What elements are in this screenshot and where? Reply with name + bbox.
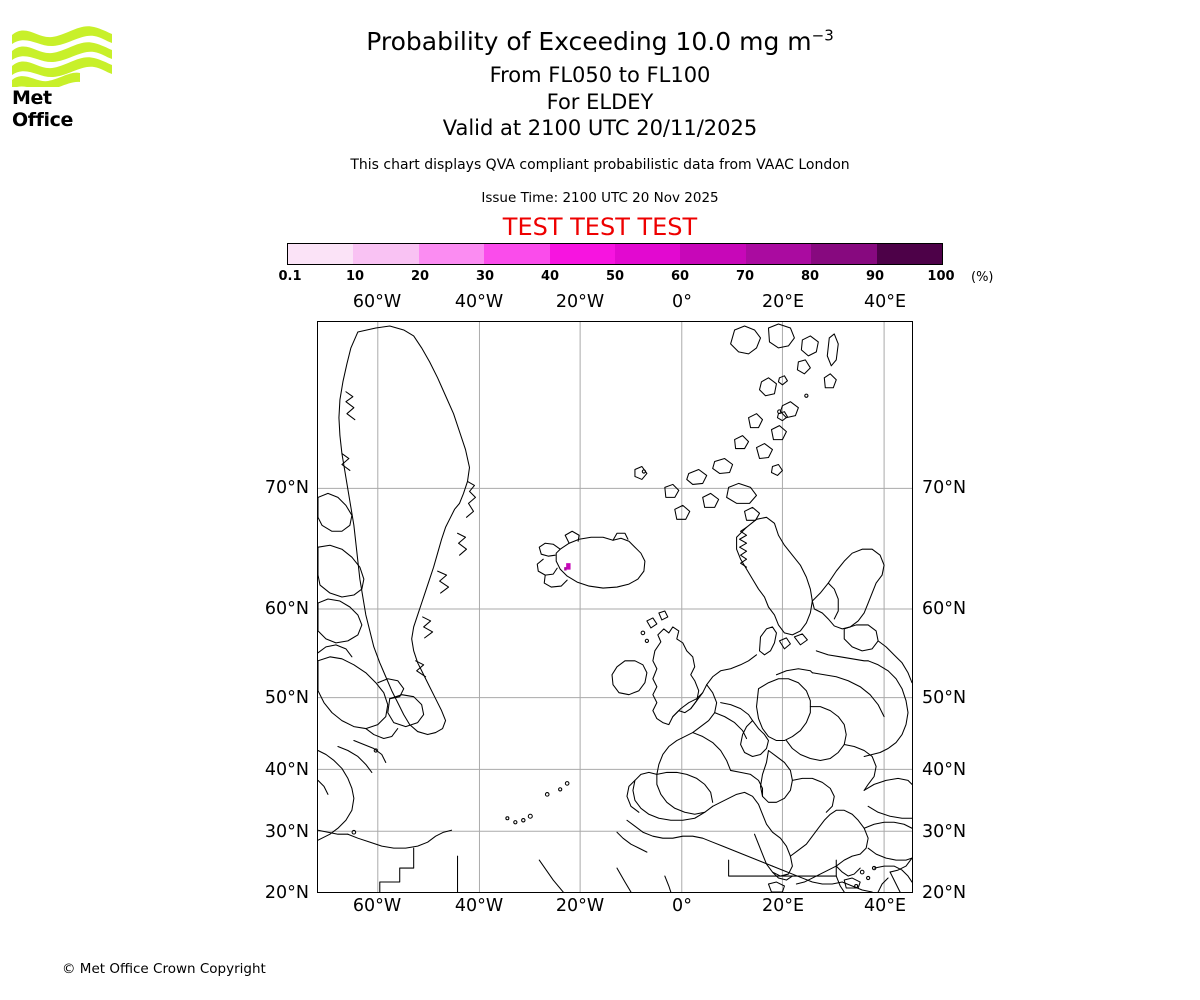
- lat-label-left-1: 60°N: [264, 599, 309, 619]
- colorbar-tick-80: 80: [800, 269, 820, 284]
- met-office-wordmark: Met Office: [12, 87, 73, 131]
- lon-label-bottom-1: 40°W: [454, 896, 504, 916]
- lat-label-right-4: 30°N: [922, 822, 967, 842]
- colorbar-segment-10-20: [353, 244, 419, 264]
- page-title-superscript: −3: [811, 26, 834, 45]
- colorbar-tick-30: 30: [475, 269, 495, 284]
- colorbar-tick-70: 70: [735, 269, 755, 284]
- lat-label-right-1: 60°N: [922, 599, 967, 619]
- colorbar-segment-40-50: [549, 244, 616, 264]
- issue-time: Issue Time: 2100 UTC 20 Nov 2025: [481, 190, 719, 206]
- colorbar-segment-70-80: [745, 244, 812, 264]
- valid-time: Valid at 2100 UTC 20/11/2025: [442, 116, 758, 140]
- lat-label-right-5: 20°N: [922, 883, 967, 903]
- lon-label-bottom-4: 20°E: [761, 896, 805, 916]
- colorbar-tick-60: 60: [670, 269, 690, 284]
- colorbar-tick-labels: 0.1 10 20 30 40 50 60 70 80 90 100: [0, 269, 1200, 287]
- colorbar-segment-30-40: [484, 244, 550, 264]
- lon-label-bottom-2: 20°W: [555, 896, 605, 916]
- colorbar-tick-90: 90: [865, 269, 885, 284]
- lat-label-left-3: 40°N: [264, 760, 309, 780]
- lon-label-top-1: 40°W: [454, 292, 504, 312]
- lon-label-top-0: 60°W: [352, 292, 402, 312]
- map-canvas: [318, 322, 912, 892]
- colorbar-tick-0.1: 0.1: [278, 269, 302, 284]
- copyright-notice: © Met Office Crown Copyright: [62, 961, 266, 977]
- lon-label-top-2: 20°W: [555, 292, 605, 312]
- colorbar-tick-20: 20: [410, 269, 430, 284]
- colorbar-segment-50-60: [615, 244, 681, 264]
- lon-label-top-5: 40°E: [863, 292, 907, 312]
- test-banner: TEST TEST TEST: [502, 213, 698, 241]
- lat-label-right-2: 50°N: [922, 688, 967, 708]
- colorbar-unit-label: (%): [971, 270, 994, 285]
- page-title-text: Probability of Exceeding 10.0 mg m: [366, 27, 812, 56]
- colorbar-segment-90-100: [876, 244, 943, 264]
- colorbar-tick-10: 10: [345, 269, 365, 284]
- lon-label-bottom-3: 0°: [672, 896, 692, 916]
- map-panel[interactable]: [317, 321, 913, 893]
- map-gridlines: [318, 322, 912, 892]
- lat-label-left-2: 50°N: [264, 688, 309, 708]
- colorbar-tick-100: 100: [927, 269, 955, 284]
- lat-label-right-3: 40°N: [922, 760, 967, 780]
- colorbar-tick-40: 40: [540, 269, 560, 284]
- lat-label-left-5: 20°N: [264, 883, 309, 903]
- lon-label-top-3: 0°: [672, 292, 692, 312]
- page-title: Probability of Exceeding 10.0 mg m−3: [0, 26, 1200, 58]
- met-office-wave-mark: [12, 26, 112, 91]
- lon-label-top-4: 20°E: [761, 292, 805, 312]
- ash-plume-contour: [564, 563, 571, 571]
- colorbar-segment-80-90: [811, 244, 877, 264]
- colorbar-segment-60-70: [680, 244, 746, 264]
- colorbar-segment-0.1-10: [288, 244, 354, 264]
- lat-label-right-0: 70°N: [922, 478, 967, 498]
- volcano-name: For ELDEY: [546, 90, 654, 114]
- qva-disclaimer: This chart displays QVA compliant probab…: [350, 157, 850, 173]
- lon-label-bottom-5: 40°E: [863, 896, 907, 916]
- flight-level-range: From FL050 to FL100: [489, 63, 711, 87]
- lat-label-left-4: 30°N: [264, 822, 309, 842]
- coastlines-and-borders: [318, 323, 912, 892]
- colorbar-tick-50: 50: [605, 269, 625, 284]
- lon-label-bottom-0: 60°W: [352, 896, 402, 916]
- probability-colorbar: [287, 243, 943, 265]
- met-office-logo: Met Office: [12, 25, 112, 131]
- lat-label-left-0: 70°N: [264, 478, 309, 498]
- colorbar-segment-20-30: [418, 244, 485, 264]
